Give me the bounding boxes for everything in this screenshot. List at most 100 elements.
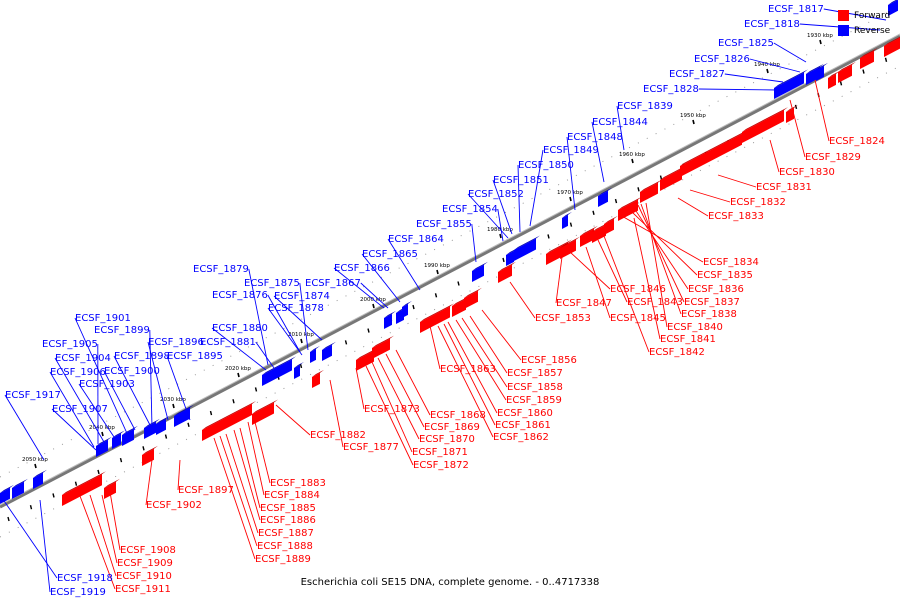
scale-label: 2040 kbp — [89, 425, 115, 431]
forward-gene-leader — [225, 433, 259, 534]
reverse-gene-label: ECSF_1826 — [694, 54, 750, 65]
forward-gene-label: ECSF_1884 — [264, 490, 320, 501]
reverse-gene-label: ECSF_1879 — [193, 264, 249, 275]
forward-gene-leader — [101, 494, 118, 564]
reverse-gene-leader — [0, 494, 58, 579]
minor-tick — [502, 257, 505, 263]
scale-tick — [300, 338, 303, 344]
legend-reverse: Reverse — [838, 23, 890, 38]
reverse-gene-leader — [471, 223, 477, 263]
forward-gene-block — [742, 107, 788, 143]
reverse-gene-block — [384, 310, 396, 329]
forward-gene-leader — [145, 459, 153, 506]
reverse-gene-block — [174, 404, 194, 427]
forward-gene-leader — [637, 204, 685, 303]
forward-gene-leader — [677, 197, 709, 217]
reverse-gene-leader — [823, 8, 887, 21]
forward-gene-leader — [329, 379, 344, 448]
forward-gene-label: ECSF_1873 — [364, 404, 420, 415]
minor-tick — [412, 304, 415, 310]
reverse-gene-leader — [497, 208, 504, 242]
forward-gene-label: ECSF_1831 — [756, 182, 812, 193]
scale-label: 1990 kbp — [424, 263, 450, 269]
scale-tick — [631, 158, 634, 164]
forward-gene-leader — [603, 235, 650, 353]
forward-gene-label: ECSF_1837 — [684, 297, 740, 308]
reverse-gene-leader — [39, 499, 51, 593]
forward-gene-leader — [429, 325, 441, 370]
reverse-gene-label: ECSF_1850 — [518, 160, 574, 171]
forward-gene-label: ECSF_1857 — [507, 368, 563, 379]
minor-tick — [187, 422, 190, 427]
minor-tick — [29, 505, 33, 510]
forward-gene-label: ECSF_1840 — [667, 322, 723, 333]
scale-tick — [101, 431, 104, 437]
scale-tick — [372, 303, 375, 309]
reverse-gene-leader — [529, 149, 544, 227]
forward-gene-leader — [233, 429, 261, 521]
forward-gene-label: ECSF_1911 — [115, 584, 171, 595]
reverse-gene-leader — [749, 58, 801, 73]
scale-tick — [499, 233, 502, 239]
reverse-gene-leader — [517, 164, 521, 233]
reverse-gene-leader — [387, 238, 421, 291]
reverse-gene-label: ECSF_1906 — [50, 367, 106, 378]
reverse-gene-leader — [211, 327, 267, 371]
reverse-gene-block — [598, 187, 612, 207]
forward-gene-block — [618, 196, 642, 221]
reverse-gene-label: ECSF_1855 — [416, 219, 472, 230]
forward-gene-label: ECSF_1902 — [146, 500, 202, 511]
reverse-gene-leader — [166, 355, 191, 421]
minor-tick — [344, 340, 348, 345]
forward-gene-label: ECSF_1868 — [430, 410, 486, 421]
reverse-gene-leader — [773, 42, 807, 63]
forward-gene-leader — [239, 427, 261, 509]
reverse-gene-label: ECSF_1896 — [148, 337, 204, 348]
reverse-gene-leader — [267, 307, 303, 356]
scale-label: 1950 kbp — [680, 113, 706, 119]
reverse-gene-label: ECSF_1839 — [617, 101, 673, 112]
forward-gene-label: ECSF_1882 — [310, 430, 366, 441]
forward-gene-leader — [213, 437, 256, 560]
reverse-gene-label: ECSF_1881 — [200, 337, 256, 348]
reverse-gene-label: ECSF_1851 — [493, 175, 549, 186]
scale-label: 2050 kbp — [22, 457, 48, 463]
reverse-gene-label: ECSF_1918 — [57, 573, 113, 584]
forward-gene-block — [828, 70, 840, 89]
minor-tick — [592, 210, 595, 216]
forward-gene-leader — [814, 79, 830, 142]
scale-label: 1940 kbp — [754, 62, 780, 68]
reverse-gene-block — [294, 361, 304, 379]
reverse-gene-block — [472, 261, 488, 282]
forward-gene-label: ECSF_1832 — [730, 197, 786, 208]
forward-gene-label: ECSF_1845 — [610, 313, 666, 324]
forward-gene-label: ECSF_1889 — [255, 554, 311, 565]
scale-tick — [766, 68, 769, 74]
forward-gene-block — [498, 261, 516, 283]
reverse-gene-leader — [591, 121, 605, 183]
forward-gene-block — [104, 478, 120, 499]
forward-gene-leader — [371, 361, 413, 453]
reverse-gene-leader — [267, 294, 301, 353]
forward-gene-leader — [645, 202, 668, 328]
forward-gene-leader — [619, 214, 704, 263]
reverse-gene-label: ECSF_1844 — [592, 117, 648, 128]
minor-tick — [164, 434, 168, 439]
reverse-gene-block — [12, 478, 28, 499]
reverse-gene-label: ECSF_1818 — [744, 19, 800, 30]
forward-gene-block — [420, 303, 454, 333]
forward-gene-label: ECSF_1869 — [424, 422, 480, 433]
reverse-gene-leader — [49, 371, 95, 448]
forward-gene-label: ECSF_1835 — [697, 270, 753, 281]
reverse-gene-leader — [361, 253, 401, 303]
reverse-gene-block — [774, 69, 808, 99]
reverse-gene-label: ECSF_1849 — [543, 145, 599, 156]
forward-gene-label: ECSF_1908 — [120, 545, 176, 556]
forward-gene-label: ECSF_1897 — [178, 485, 234, 496]
reverse-gene-leader — [724, 73, 784, 83]
forward-gene-block — [860, 47, 878, 69]
forward-gene-leader — [769, 139, 780, 173]
forward-gene-leader — [717, 174, 757, 188]
forward-gene-label: ECSF_1834 — [703, 257, 759, 268]
